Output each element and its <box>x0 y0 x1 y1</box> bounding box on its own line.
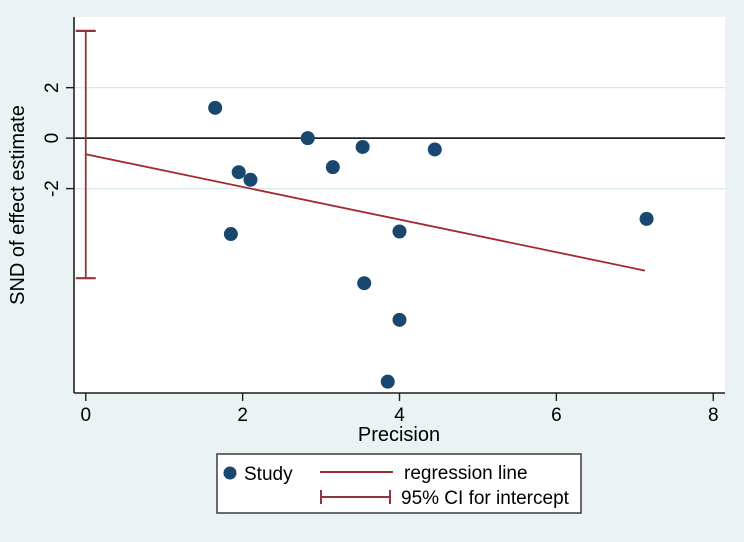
study-point <box>427 142 442 157</box>
study-point <box>357 276 372 291</box>
study-point <box>325 160 340 175</box>
x-tick-label: 4 <box>394 405 405 426</box>
legend-box <box>216 453 582 514</box>
legend-study-marker-icon <box>223 466 237 480</box>
x-tick-label: 2 <box>237 405 248 426</box>
legend-study-label: Study <box>244 464 293 485</box>
regression-line <box>85 153 646 272</box>
x-tick-label: 0 <box>80 405 91 426</box>
legend-ci-errorbar-icon <box>320 490 391 504</box>
x-axis-title: Precision <box>358 424 440 446</box>
x-tick-label: 6 <box>551 405 562 426</box>
y-axis-tick-labels: 2 0 -2 <box>42 82 63 197</box>
x-axis-tick-labels: 0 2 4 6 8 <box>80 405 718 426</box>
study-point <box>392 224 407 239</box>
study-point <box>300 131 315 146</box>
study-point <box>223 227 238 242</box>
y-tick-label: 2 <box>42 82 63 93</box>
axes-spines-and-ticks <box>66 17 725 401</box>
study-point <box>380 374 395 389</box>
y-axis-title: SND of effect estimate <box>7 105 29 305</box>
study-point <box>208 100 223 115</box>
y-tick-label: -2 <box>42 180 63 197</box>
y-tick-label: 0 <box>42 133 63 144</box>
legend: Study regression line 95% CI for interce… <box>216 453 582 514</box>
study-point <box>639 211 654 226</box>
study-point <box>231 165 246 180</box>
study-point <box>392 312 407 327</box>
study-point <box>355 139 370 154</box>
x-tick-label: 8 <box>708 405 719 426</box>
study-scatter-points <box>208 100 654 389</box>
regression-line-segment <box>85 153 646 272</box>
study-point <box>243 172 258 187</box>
legend-regression-label: regression line <box>404 463 528 484</box>
plot-area <box>74 17 725 393</box>
legend-ci-label: 95% CI for intercept <box>401 488 570 509</box>
